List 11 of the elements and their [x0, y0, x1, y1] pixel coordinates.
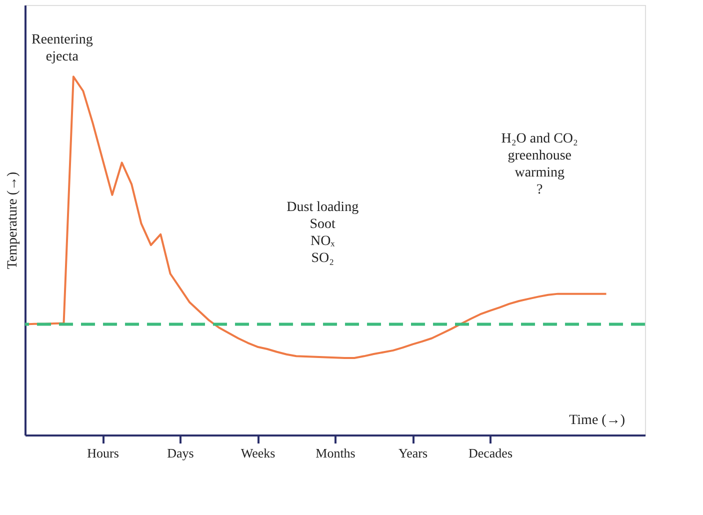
x-tick-label: Decades [468, 446, 513, 460]
x-tick-label: Hours [87, 446, 119, 460]
annotation: Dust loading Soot NOₓ SO₂ [286, 200, 359, 266]
text: Reentering ejecta [31, 32, 93, 64]
x-tick-label: Weeks [240, 446, 276, 460]
x-tick-label: Days [167, 446, 194, 460]
x-axis-title: Time (→) [569, 413, 626, 428]
y-axis-title: Temperature (→) [6, 171, 20, 270]
x-tick-label: Months [316, 446, 356, 460]
annotation: H₂O and CO₂ greenhouse warming ? [501, 131, 578, 198]
x-tick-label: Years [398, 446, 428, 460]
